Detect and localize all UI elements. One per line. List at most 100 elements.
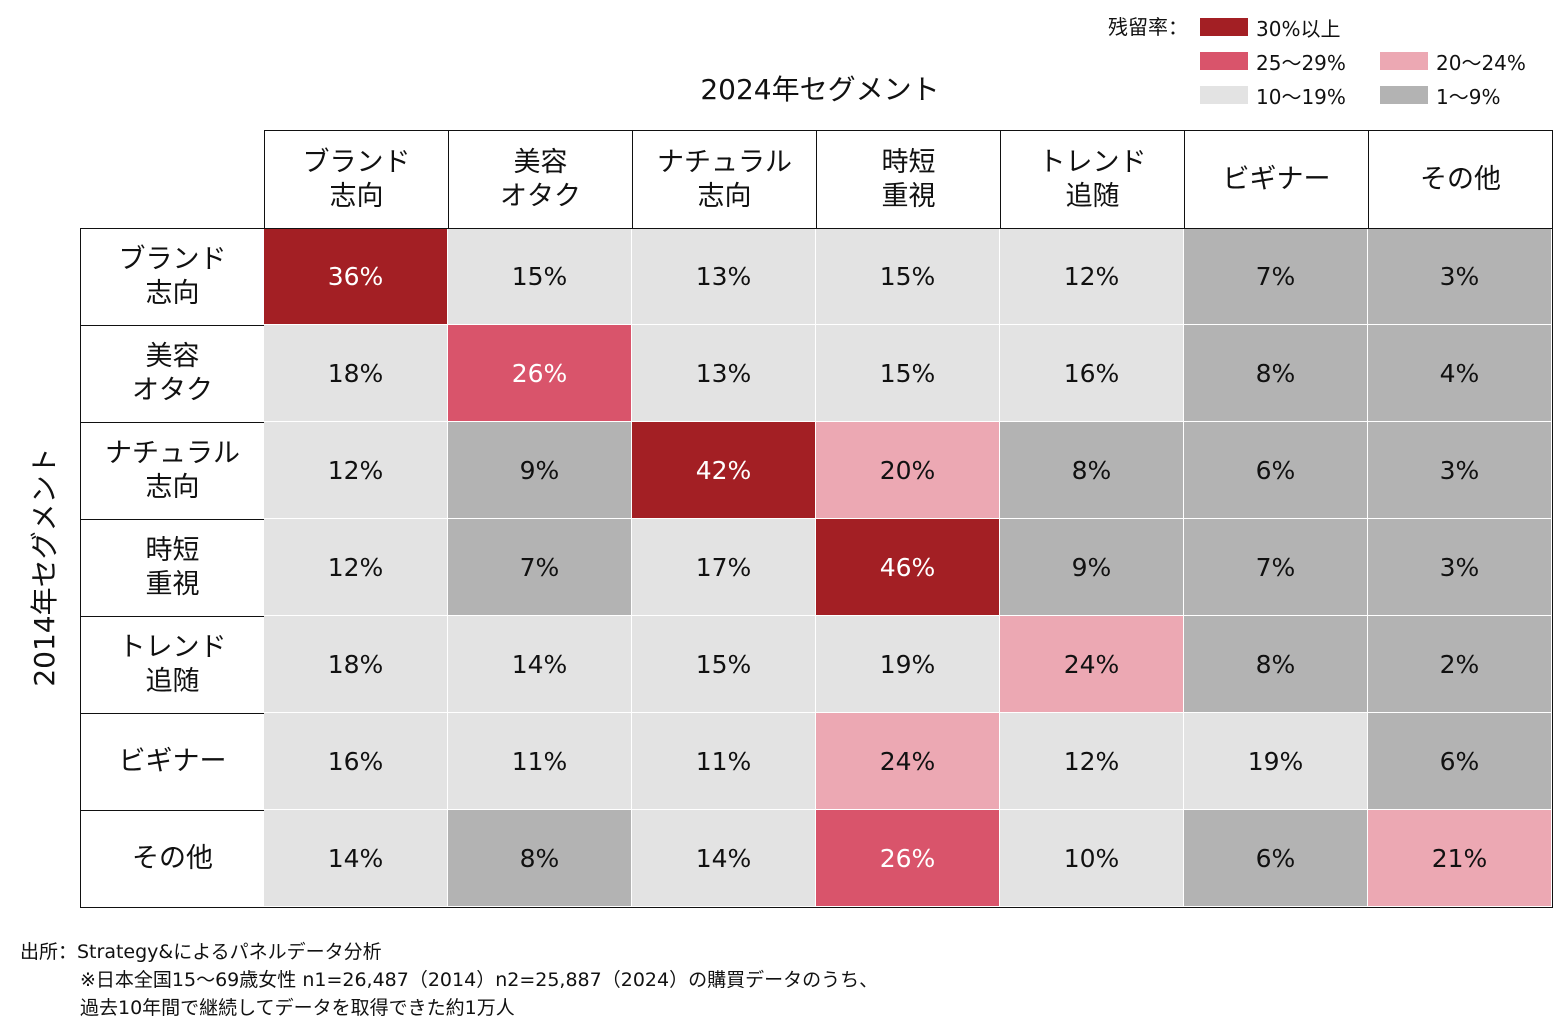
cell-value-label: 18% <box>327 358 384 388</box>
cell-value-label: 26% <box>879 843 936 873</box>
cell-value-label: 3% <box>1439 261 1480 291</box>
cell-value-label: 26% <box>511 358 568 388</box>
heatmap-cell: 15% <box>448 228 632 325</box>
heatmap-cell: 15% <box>632 616 816 713</box>
heatmap-cell: 26% <box>816 810 1000 907</box>
cell-value-label: 15% <box>879 261 936 291</box>
heatmap-cell: 7% <box>1184 519 1368 616</box>
heatmap-cell: 2% <box>1368 616 1552 713</box>
row-header: その他 <box>80 810 265 908</box>
cell-value-label: 8% <box>1071 455 1112 485</box>
row-header: ナチュラル 志向 <box>80 422 265 520</box>
heatmap-cell: 3% <box>1368 228 1552 325</box>
column-header: 時短 重視 <box>816 130 1001 229</box>
heatmap-cell: 6% <box>1184 422 1368 519</box>
heatmap-cell: 6% <box>1368 713 1552 810</box>
cell-value-label: 15% <box>879 358 936 388</box>
cell-value-label: 2% <box>1439 649 1480 679</box>
heatmap-cell: 12% <box>1000 228 1184 325</box>
heatmap-cell: 36% <box>264 228 448 325</box>
source-line-2: ※日本全国15〜69歳女性 n1=26,487（2014）n2=25,887（2… <box>80 969 879 991</box>
cell-value-label: 42% <box>695 455 752 485</box>
heatmap-cell: 4% <box>1368 325 1552 422</box>
cell-value-label: 12% <box>1063 261 1120 291</box>
cell-value-label: 9% <box>1071 552 1112 582</box>
cell-value-label: 12% <box>1063 746 1120 776</box>
cell-value-label: 7% <box>519 552 560 582</box>
heatmap-cell: 11% <box>448 713 632 810</box>
cell-value-label: 18% <box>327 649 384 679</box>
heatmap-cell: 14% <box>448 616 632 713</box>
heatmap-cell: 17% <box>632 519 816 616</box>
legend-swatch <box>1380 86 1428 104</box>
cell-value-label: 16% <box>1063 358 1120 388</box>
heatmap-cell: 8% <box>448 810 632 907</box>
cell-value-label: 36% <box>327 261 384 291</box>
heatmap-cell: 24% <box>1000 616 1184 713</box>
heatmap-cell: 20% <box>816 422 1000 519</box>
heatmap-cell: 12% <box>264 422 448 519</box>
heatmap-cell: 24% <box>816 713 1000 810</box>
cell-value-label: 11% <box>511 746 568 776</box>
column-header: トレンド 追随 <box>1000 130 1185 229</box>
heatmap-cell: 15% <box>816 325 1000 422</box>
cell-value-label: 17% <box>695 552 752 582</box>
heatmap-cell: 7% <box>1184 228 1368 325</box>
legend-label: 1〜9% <box>1436 84 1501 109</box>
column-header: ビギナー <box>1184 130 1369 229</box>
cell-value-label: 46% <box>879 552 936 582</box>
row-header: 時短 重視 <box>80 519 265 617</box>
row-header: 美容 オタク <box>80 325 265 423</box>
heatmap-cell: 9% <box>448 422 632 519</box>
heatmap-cell: 10% <box>1000 810 1184 907</box>
heatmap-cell: 9% <box>1000 519 1184 616</box>
row-header: ブランド 志向 <box>80 228 265 326</box>
cell-value-label: 14% <box>511 649 568 679</box>
cell-value-label: 13% <box>695 261 752 291</box>
legend-swatch <box>1200 52 1248 70</box>
legend-label: 25〜29% <box>1256 50 1346 75</box>
legend-item: 1〜9% <box>1380 82 1501 109</box>
source-note: 出所：Strategy&によるパネルデータ分析 ※日本全国15〜69歳女性 n1… <box>20 938 878 1022</box>
cell-value-label: 4% <box>1439 358 1480 388</box>
heatmap-cell: 6% <box>1184 810 1368 907</box>
heatmap-cell: 19% <box>816 616 1000 713</box>
cell-value-label: 24% <box>1063 649 1120 679</box>
heatmap-cell: 12% <box>1000 713 1184 810</box>
cell-value-label: 6% <box>1439 746 1480 776</box>
cell-value-label: 6% <box>1255 843 1296 873</box>
heatmap-cell: 14% <box>632 810 816 907</box>
cell-value-label: 8% <box>1255 649 1296 679</box>
cell-value-label: 24% <box>879 746 936 776</box>
cell-value-label: 7% <box>1255 552 1296 582</box>
cell-value-label: 15% <box>695 649 752 679</box>
heatmap-cell: 8% <box>1000 422 1184 519</box>
heatmap-cell: 8% <box>1184 616 1368 713</box>
heatmap-cell: 19% <box>1184 713 1368 810</box>
legend-swatch <box>1200 86 1248 104</box>
heatmap-cell: 3% <box>1368 422 1552 519</box>
cell-value-label: 19% <box>879 649 936 679</box>
cell-value-label: 7% <box>1255 261 1296 291</box>
heatmap-cell: 15% <box>816 228 1000 325</box>
cell-value-label: 14% <box>695 843 752 873</box>
column-axis-title: 2024年セグメント <box>700 73 940 106</box>
heatmap-cell: 46% <box>816 519 1000 616</box>
source-line-3: 過去10年間で継続してデータを取得できた約1万人 <box>80 997 515 1019</box>
cell-value-label: 9% <box>519 455 560 485</box>
cell-value-label: 16% <box>327 746 384 776</box>
legend-swatch <box>1200 18 1248 36</box>
heatmap-cell: 12% <box>264 519 448 616</box>
cell-value-label: 3% <box>1439 552 1480 582</box>
row-header: ビギナー <box>80 713 265 811</box>
cell-value-label: 12% <box>327 552 384 582</box>
heatmap-cell: 13% <box>632 228 816 325</box>
cell-value-label: 8% <box>519 843 560 873</box>
heatmap-cell: 16% <box>1000 325 1184 422</box>
row-header: トレンド 追随 <box>80 616 265 714</box>
legend-item: 25〜29% <box>1200 48 1346 75</box>
heatmap-cell: 7% <box>448 519 632 616</box>
legend-title: 残留率： <box>1108 15 1188 39</box>
heatmap-cell: 13% <box>632 325 816 422</box>
heatmap-cell: 14% <box>264 810 448 907</box>
